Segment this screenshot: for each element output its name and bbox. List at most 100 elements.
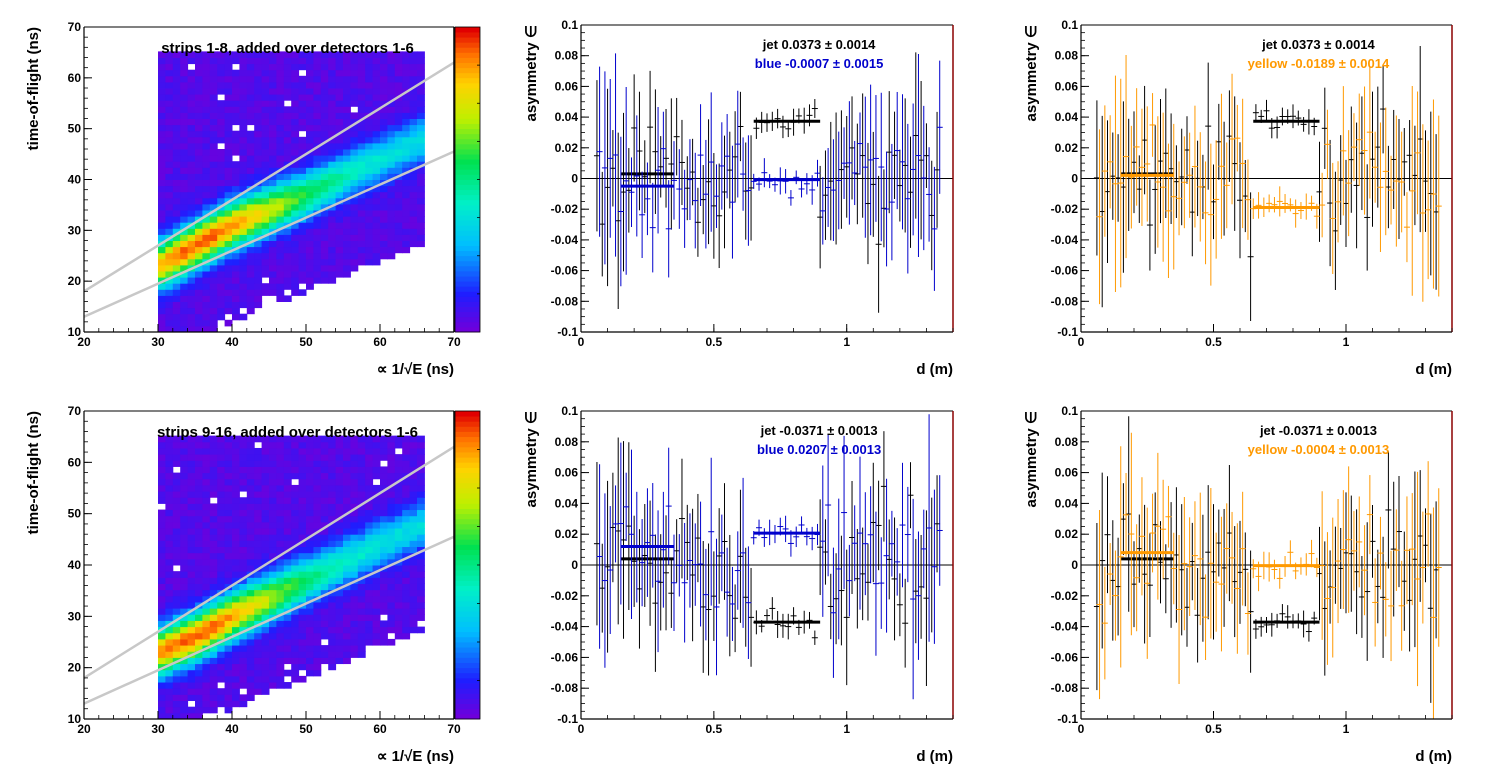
heatmap-bin (165, 509, 174, 517)
heatmap-bin (402, 216, 411, 223)
heatmap-bin (246, 528, 255, 535)
heatmap-bin (180, 565, 189, 572)
heatmap-bin (394, 540, 403, 548)
heatmap-bin (313, 521, 322, 529)
heatmap-bin (306, 100, 314, 107)
heatmap-bin (402, 118, 411, 126)
heatmap-bin (283, 185, 292, 193)
heatmap-bin (165, 142, 174, 150)
y-axis-label: asymmetry ∈ (523, 25, 540, 121)
heatmap-bin (246, 638, 255, 646)
heatmap-bin (209, 252, 218, 260)
colorbar-segment (455, 174, 480, 180)
heatmap-bin (217, 179, 226, 187)
heatmap-bin (313, 583, 322, 591)
heatmap-bin (394, 577, 403, 584)
heatmap-bin (350, 546, 359, 554)
heatmap-bin (172, 283, 181, 290)
heatmap-bin (239, 161, 248, 168)
y-tick-label: 0.08 (555, 49, 579, 63)
heatmap-bin (276, 228, 285, 235)
heatmap-bin (276, 454, 285, 461)
heatmap-bin (306, 161, 314, 168)
heatmap-bin (335, 155, 344, 162)
heatmap-bin (380, 595, 388, 603)
heatmap-bin (276, 210, 285, 217)
heatmap-bin (283, 441, 292, 449)
heatmap-bin (269, 491, 277, 498)
heatmap-bin (224, 546, 233, 554)
heatmap-bin (254, 216, 263, 223)
heatmap-bin (394, 503, 403, 511)
heatmap-bin (246, 75, 255, 83)
heatmap-bin (283, 478, 292, 486)
heatmap-bin (343, 558, 351, 566)
heatmap-bin (328, 57, 337, 65)
heatmap-bin (350, 638, 359, 646)
heatmap-bin (380, 521, 388, 529)
heatmap-bin (209, 638, 218, 646)
heatmap-bin (172, 454, 181, 461)
heatmap-bin (320, 546, 329, 554)
heatmap-bin (187, 149, 196, 156)
heatmap-bin (165, 571, 174, 578)
heatmap-bin (380, 528, 388, 535)
heatmap-bin (276, 203, 285, 211)
heatmap-bin (224, 191, 233, 199)
heatmap-bin (291, 675, 300, 683)
heatmap-bin (261, 283, 270, 290)
heatmap-bin (246, 694, 255, 702)
heatmap-bin (291, 534, 300, 541)
heatmap-bin (158, 466, 166, 474)
heatmap-bin (387, 460, 396, 467)
heatmap-bin (394, 565, 403, 572)
heatmap-bin (217, 497, 226, 504)
heatmap-bin (328, 484, 337, 492)
heatmap-bin (402, 149, 411, 156)
heatmap-bin (357, 216, 366, 223)
heatmap-bin (254, 252, 263, 260)
heatmap-bin (380, 608, 388, 615)
heatmap-bin (217, 88, 226, 95)
heatmap-bin (306, 435, 314, 443)
heatmap-bin (313, 626, 322, 634)
y-tick-label: 10 (68, 712, 82, 726)
heatmap-bin (202, 88, 211, 95)
heatmap-bin (239, 301, 248, 309)
heatmap-bin (306, 155, 314, 162)
heatmap-bin (402, 521, 411, 529)
heatmap-bin (335, 638, 344, 646)
heatmap-bin (239, 638, 248, 646)
colorbar-segment (455, 621, 480, 627)
y-tick-label: 70 (68, 20, 82, 34)
heatmap-bin (320, 540, 329, 548)
heatmap-bin (180, 632, 189, 640)
heatmap-bin (195, 112, 203, 119)
heatmap-bin (417, 240, 425, 248)
heatmap-bin (202, 534, 211, 541)
heatmap-bin (246, 441, 255, 449)
plot-area (581, 52, 953, 313)
heatmap-bin (328, 503, 337, 511)
heatmap-bin (387, 197, 396, 205)
heatmap-bin (291, 497, 300, 504)
heatmap-bin (313, 173, 322, 180)
heatmap-bin (195, 173, 203, 180)
heatmap-bin (313, 149, 322, 156)
heatmap-bin (158, 552, 166, 560)
heatmap-bin (320, 484, 329, 492)
y-axis-label: asymmetry ∈ (1023, 25, 1040, 121)
heatmap-bin (172, 289, 181, 296)
heatmap-bin (269, 503, 277, 511)
heatmap-bin (172, 601, 181, 609)
heatmap-bin (195, 252, 203, 260)
heatmap-bin (365, 203, 374, 211)
heatmap-bin (158, 191, 166, 199)
heatmap-bin (209, 63, 218, 71)
heatmap-bin (187, 173, 196, 180)
heatmap-bin (313, 601, 322, 609)
heatmap-bin (224, 589, 233, 597)
heatmap-bin (320, 565, 329, 572)
heatmap-bin (402, 197, 411, 205)
heatmap-bin (224, 51, 233, 58)
